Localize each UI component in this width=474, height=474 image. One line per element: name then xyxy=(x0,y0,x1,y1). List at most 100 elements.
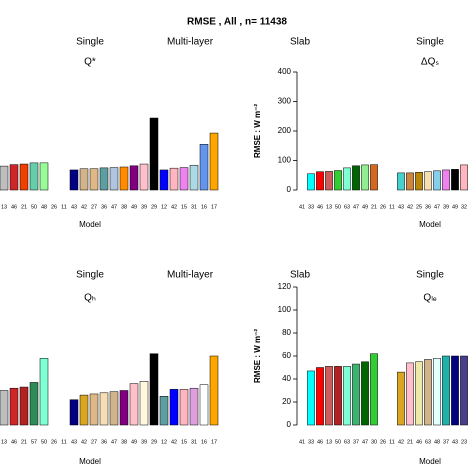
bar xyxy=(159,169,169,191)
x-tick-label: 50 xyxy=(335,439,341,445)
bar xyxy=(199,384,209,426)
x-tick-label: 36 xyxy=(101,439,107,445)
bar xyxy=(406,362,414,426)
group-label: Single xyxy=(76,37,104,48)
bar xyxy=(139,163,149,191)
bar xyxy=(169,389,179,426)
x-axis-label: Model xyxy=(79,220,101,229)
x-tick-label: 33 xyxy=(308,204,314,210)
bar xyxy=(69,399,79,426)
x-tick-label: 57 xyxy=(31,439,37,445)
bar xyxy=(169,167,179,191)
group-label: Slab xyxy=(290,270,310,281)
x-tick-label: 15 xyxy=(181,439,187,445)
x-tick-label: 29 xyxy=(151,439,157,445)
bar xyxy=(129,383,139,426)
x-tick-label: 16 xyxy=(201,439,207,445)
bar xyxy=(361,361,369,426)
x-tick-label: 49 xyxy=(131,204,137,210)
x-tick-label: 49 xyxy=(131,439,137,445)
bar xyxy=(149,353,159,426)
bar xyxy=(199,144,209,191)
x-tick-label: 39 xyxy=(141,204,147,210)
x-tick-label: 11 xyxy=(389,204,395,210)
bar xyxy=(415,361,423,426)
x-tick-label: 21 xyxy=(407,439,413,445)
figure-title: RMSE , All , n= 11438 xyxy=(187,17,287,28)
bar xyxy=(159,396,169,426)
x-tick-label: 42 xyxy=(171,439,177,445)
x-tick-label: 41 xyxy=(299,204,305,210)
x-tick-label: 26 xyxy=(51,439,57,445)
bar xyxy=(19,386,29,426)
y-axis-label: RMSE : W m⁻² xyxy=(253,329,262,383)
x-tick-label: 15 xyxy=(181,204,187,210)
bar xyxy=(0,390,9,426)
x-tick-label: 13 xyxy=(1,439,7,445)
panel-subtitle: ΔQₛ xyxy=(421,57,439,68)
bar xyxy=(316,367,324,426)
bar xyxy=(460,355,468,426)
bar xyxy=(99,392,109,426)
x-tick-label: 47 xyxy=(111,439,117,445)
group-label: Single xyxy=(416,37,444,48)
bar xyxy=(316,171,324,191)
x-tick-label: 46 xyxy=(11,439,17,445)
x-tick-label: 13 xyxy=(326,439,332,445)
bar xyxy=(307,173,315,191)
bar xyxy=(99,167,109,191)
x-tick-label: 47 xyxy=(353,204,359,210)
x-tick-label: 26 xyxy=(51,204,57,210)
x-axis-label: Model xyxy=(419,457,441,466)
x-tick-label: 33 xyxy=(308,439,314,445)
x-tick-label: 36 xyxy=(425,204,431,210)
bar xyxy=(307,370,315,426)
x-tick-label: 43 xyxy=(71,204,77,210)
x-tick-label: 50 xyxy=(31,204,37,210)
x-tick-label: 46 xyxy=(317,439,323,445)
bar xyxy=(415,172,423,191)
y-tick-label: 0 xyxy=(287,185,292,194)
bar xyxy=(179,167,189,191)
x-tick-label: 37 xyxy=(353,439,359,445)
x-tick-label: 21 xyxy=(371,204,377,210)
panel-subtitle: Qₕ xyxy=(84,293,96,304)
group-label: Single xyxy=(416,270,444,281)
bar xyxy=(334,366,342,426)
x-tick-label: 63 xyxy=(344,204,350,210)
x-tick-label: 43 xyxy=(71,439,77,445)
y-tick-label: 80 xyxy=(282,328,291,337)
x-tick-label: 48 xyxy=(41,204,47,210)
panel-subtitle: Qₗₑ xyxy=(423,293,436,304)
y-tick-label: 40 xyxy=(282,374,291,383)
y-tick-label: 300 xyxy=(278,97,292,106)
x-tick-label: 11 xyxy=(389,439,395,445)
bar xyxy=(352,363,360,426)
bar xyxy=(424,359,432,426)
x-tick-label: 48 xyxy=(434,439,440,445)
bar xyxy=(29,162,39,191)
x-tick-label: 32 xyxy=(461,204,467,210)
bar xyxy=(433,170,441,191)
x-tick-label: 42 xyxy=(81,204,87,210)
y-axis-label: RMSE : W m⁻² xyxy=(253,104,262,158)
y-tick-label: 100 xyxy=(278,305,292,314)
bar xyxy=(119,166,129,191)
group-label: Single xyxy=(76,270,104,281)
x-tick-label: 37 xyxy=(443,439,449,445)
x-tick-label: 47 xyxy=(434,204,440,210)
bar xyxy=(139,381,149,426)
x-tick-label: 63 xyxy=(344,439,350,445)
x-tick-label: 38 xyxy=(121,204,127,210)
x-tick-label: 25 xyxy=(416,204,422,210)
x-tick-label: 50 xyxy=(335,204,341,210)
bar xyxy=(89,393,99,426)
x-tick-label: 42 xyxy=(398,439,404,445)
bar xyxy=(325,171,333,191)
bar xyxy=(129,165,139,191)
x-axis-label: Model xyxy=(79,457,101,466)
bar xyxy=(433,358,441,426)
bar xyxy=(189,164,199,191)
y-tick-label: 120 xyxy=(278,282,292,291)
